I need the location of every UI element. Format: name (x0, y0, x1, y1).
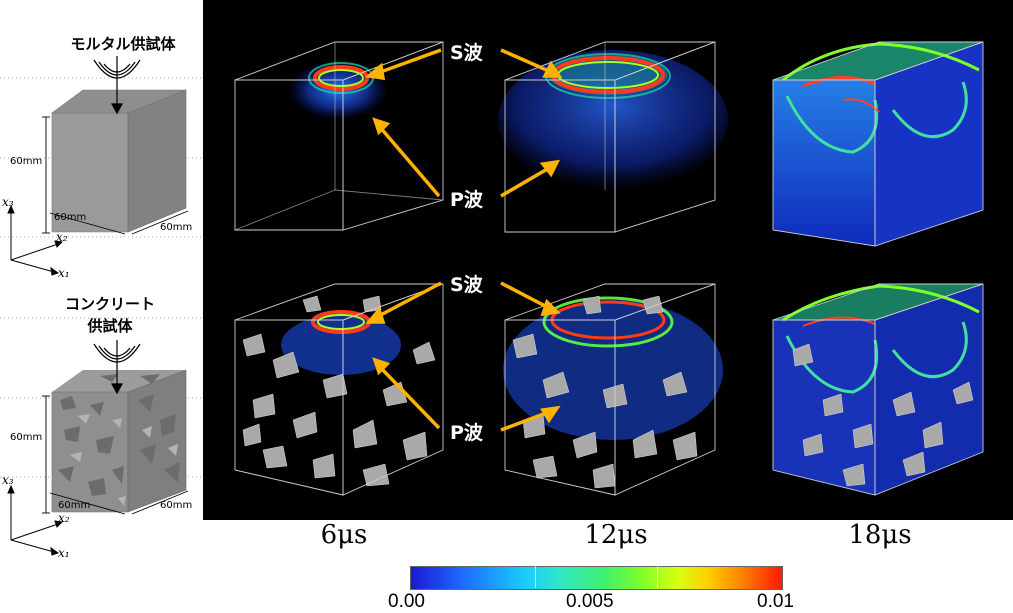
mortar-6us-cube (234, 41, 444, 231)
concrete-18us-cube (772, 283, 984, 496)
time-label-12us: 12μs (584, 520, 648, 550)
mortar-12us-cube (498, 41, 728, 233)
concrete-dimension-lines (42, 395, 189, 515)
colorbar-tick (657, 566, 658, 588)
colorbar-min-label: 0.00 (388, 591, 425, 612)
wave-arrows (364, 48, 563, 432)
concrete-specimen-label-line1: コンクリート (64, 295, 155, 313)
concrete-width-dim: 60mm (160, 500, 193, 511)
concrete-6us-cube (234, 283, 444, 496)
mortar-height-dim: 60mm (10, 156, 43, 167)
concrete-cube (51, 369, 187, 513)
axis-x1-label: x₁ (58, 546, 70, 560)
mortar-width-dim: 60mm (160, 222, 193, 233)
concrete-depth-dim: 60mm (58, 500, 91, 511)
colorbar-max-label: 0.01 (757, 591, 794, 612)
colorbar-mid-label: 0.005 (566, 591, 614, 612)
wave-source-icon (93, 340, 141, 395)
axis-x1-label: x₁ (58, 266, 70, 280)
s-wave-label-row2: S波 (450, 274, 483, 296)
mortar-cube (51, 89, 187, 233)
axis-x2-label: x₂ (56, 230, 68, 244)
concrete-12us-cube (503, 283, 723, 496)
concrete-height-dim: 60mm (10, 432, 43, 443)
mortar-specimen-label: モルタル供試体 (70, 35, 176, 53)
colorbar-tick (535, 566, 536, 588)
specimen-panel: モルタル供試体 60mm 60mm 60mm x₃ x₂ x₁ コンクリート 供… (0, 0, 203, 613)
p-wave-label-row2: P波 (450, 422, 483, 444)
wave-source-icon (93, 56, 141, 115)
specimen-drawings (0, 56, 203, 556)
simulation-panel: S波 P波 S波 P波 (203, 0, 1013, 520)
mortar-axes-icon (7, 204, 64, 276)
colorbar (410, 566, 783, 590)
time-label-6us: 6μs (320, 520, 368, 550)
p-wave-label-row1: P波 (450, 189, 483, 211)
time-label-18us: 18μs (848, 520, 912, 550)
mortar-18us-cube (772, 41, 984, 247)
concrete-axes-icon (7, 484, 64, 556)
s-wave-label-row1: S波 (450, 42, 483, 64)
axis-x3-label: x₃ (2, 473, 14, 487)
mortar-depth-dim: 60mm (54, 212, 87, 223)
simulation-graphics (234, 41, 984, 496)
mortar-dimension-lines (42, 116, 189, 235)
concrete-specimen-label-line2: 供試体 (87, 317, 133, 335)
axis-x3-label: x₃ (2, 195, 14, 209)
axis-x2-label: x₂ (58, 511, 70, 525)
